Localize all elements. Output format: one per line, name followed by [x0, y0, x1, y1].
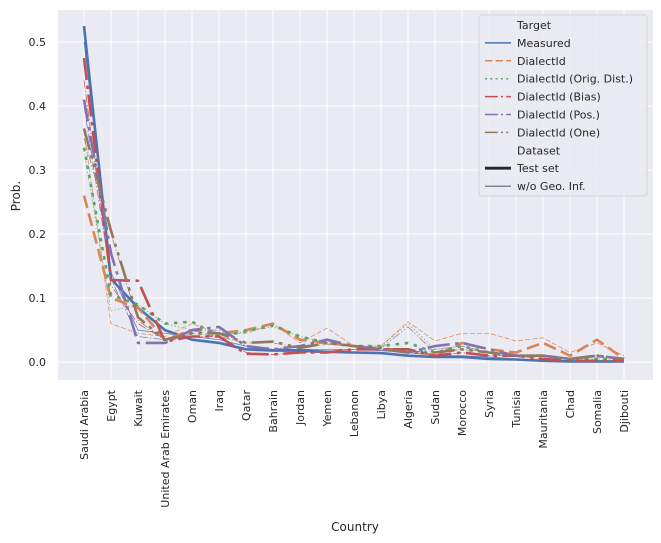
- x-tick-label: Somalia: [591, 390, 604, 434]
- x-tick-label: Kuwait: [132, 389, 145, 426]
- legend: Target Measured DialectId DialectId (Orig. …: [478, 14, 648, 197]
- x-tick-label: Lebanon: [348, 390, 361, 437]
- legend-entry-label: Measured: [517, 37, 571, 50]
- x-tick-label: Yemen: [321, 390, 334, 428]
- legend-entry-label: DialectId (Bias): [517, 91, 601, 104]
- y-tick-label: 0.1: [29, 292, 47, 305]
- legend-entry-label: DialectId (One): [517, 126, 600, 139]
- series-line-dialectid-one-test-set: [82, 128, 625, 361]
- y-axis-label: Prob.: [9, 181, 23, 211]
- legend-entry-label: DialectId (Pos.): [517, 109, 600, 122]
- x-axis-label: Country: [331, 520, 379, 534]
- x-tick-label: Bahrain: [267, 390, 280, 433]
- x-tick-label: Saudi Arabia: [78, 390, 91, 460]
- x-tick-label: Oman: [186, 390, 199, 423]
- x-tick-label: Chad: [564, 390, 577, 418]
- legend-title-dataset: Dataset: [517, 144, 561, 157]
- x-axis-ticks: Saudi Arabia Egypt Kuwait United Arab Emira…: [78, 389, 631, 507]
- y-tick-label: 0.3: [29, 164, 47, 177]
- x-tick-label: Qatar: [240, 390, 253, 421]
- y-axis-ticks: 0.0 0.1 0.2 0.3 0.4 0.5: [29, 36, 47, 369]
- x-tick-label: Djibouti: [618, 390, 631, 433]
- x-tick-label: Jordan: [294, 390, 307, 426]
- x-tick-label: United Arab Emirates: [159, 390, 172, 508]
- series-lines: [82, 25, 625, 363]
- legend-entry-label: DialectId: [517, 55, 566, 68]
- x-tick-label: Libya: [375, 390, 388, 419]
- x-tick-label: Egypt: [105, 389, 118, 421]
- x-tick-label: Syria: [483, 390, 496, 418]
- series-line-measured-test-set: [82, 25, 624, 363]
- x-tick-label: Sudan: [429, 390, 442, 425]
- x-tick-label: Morocco: [456, 390, 469, 436]
- y-tick-label: 0.5: [29, 36, 47, 49]
- legend-title-target: Target: [516, 19, 552, 32]
- y-tick-label: 0.0: [29, 356, 47, 369]
- legend-entry-label: DialectId (Orig. Dist.): [517, 73, 633, 86]
- y-tick-label: 0.4: [29, 100, 47, 113]
- y-tick-label: 0.2: [29, 228, 47, 241]
- legend-entry-label: Test set: [516, 162, 560, 175]
- x-tick-label: Algeria: [402, 390, 415, 429]
- series-line-dialectid-orig-dist-test-set: [82, 147, 625, 362]
- legend-entry-label: w/o Geo. Inf.: [517, 180, 586, 193]
- x-tick-label: Mauritania: [537, 390, 550, 449]
- x-tick-label: Tunisia: [510, 390, 523, 429]
- x-tick-label: Iraq: [213, 390, 226, 412]
- grid-lines: [58, 10, 653, 380]
- legend-frame: [478, 14, 648, 197]
